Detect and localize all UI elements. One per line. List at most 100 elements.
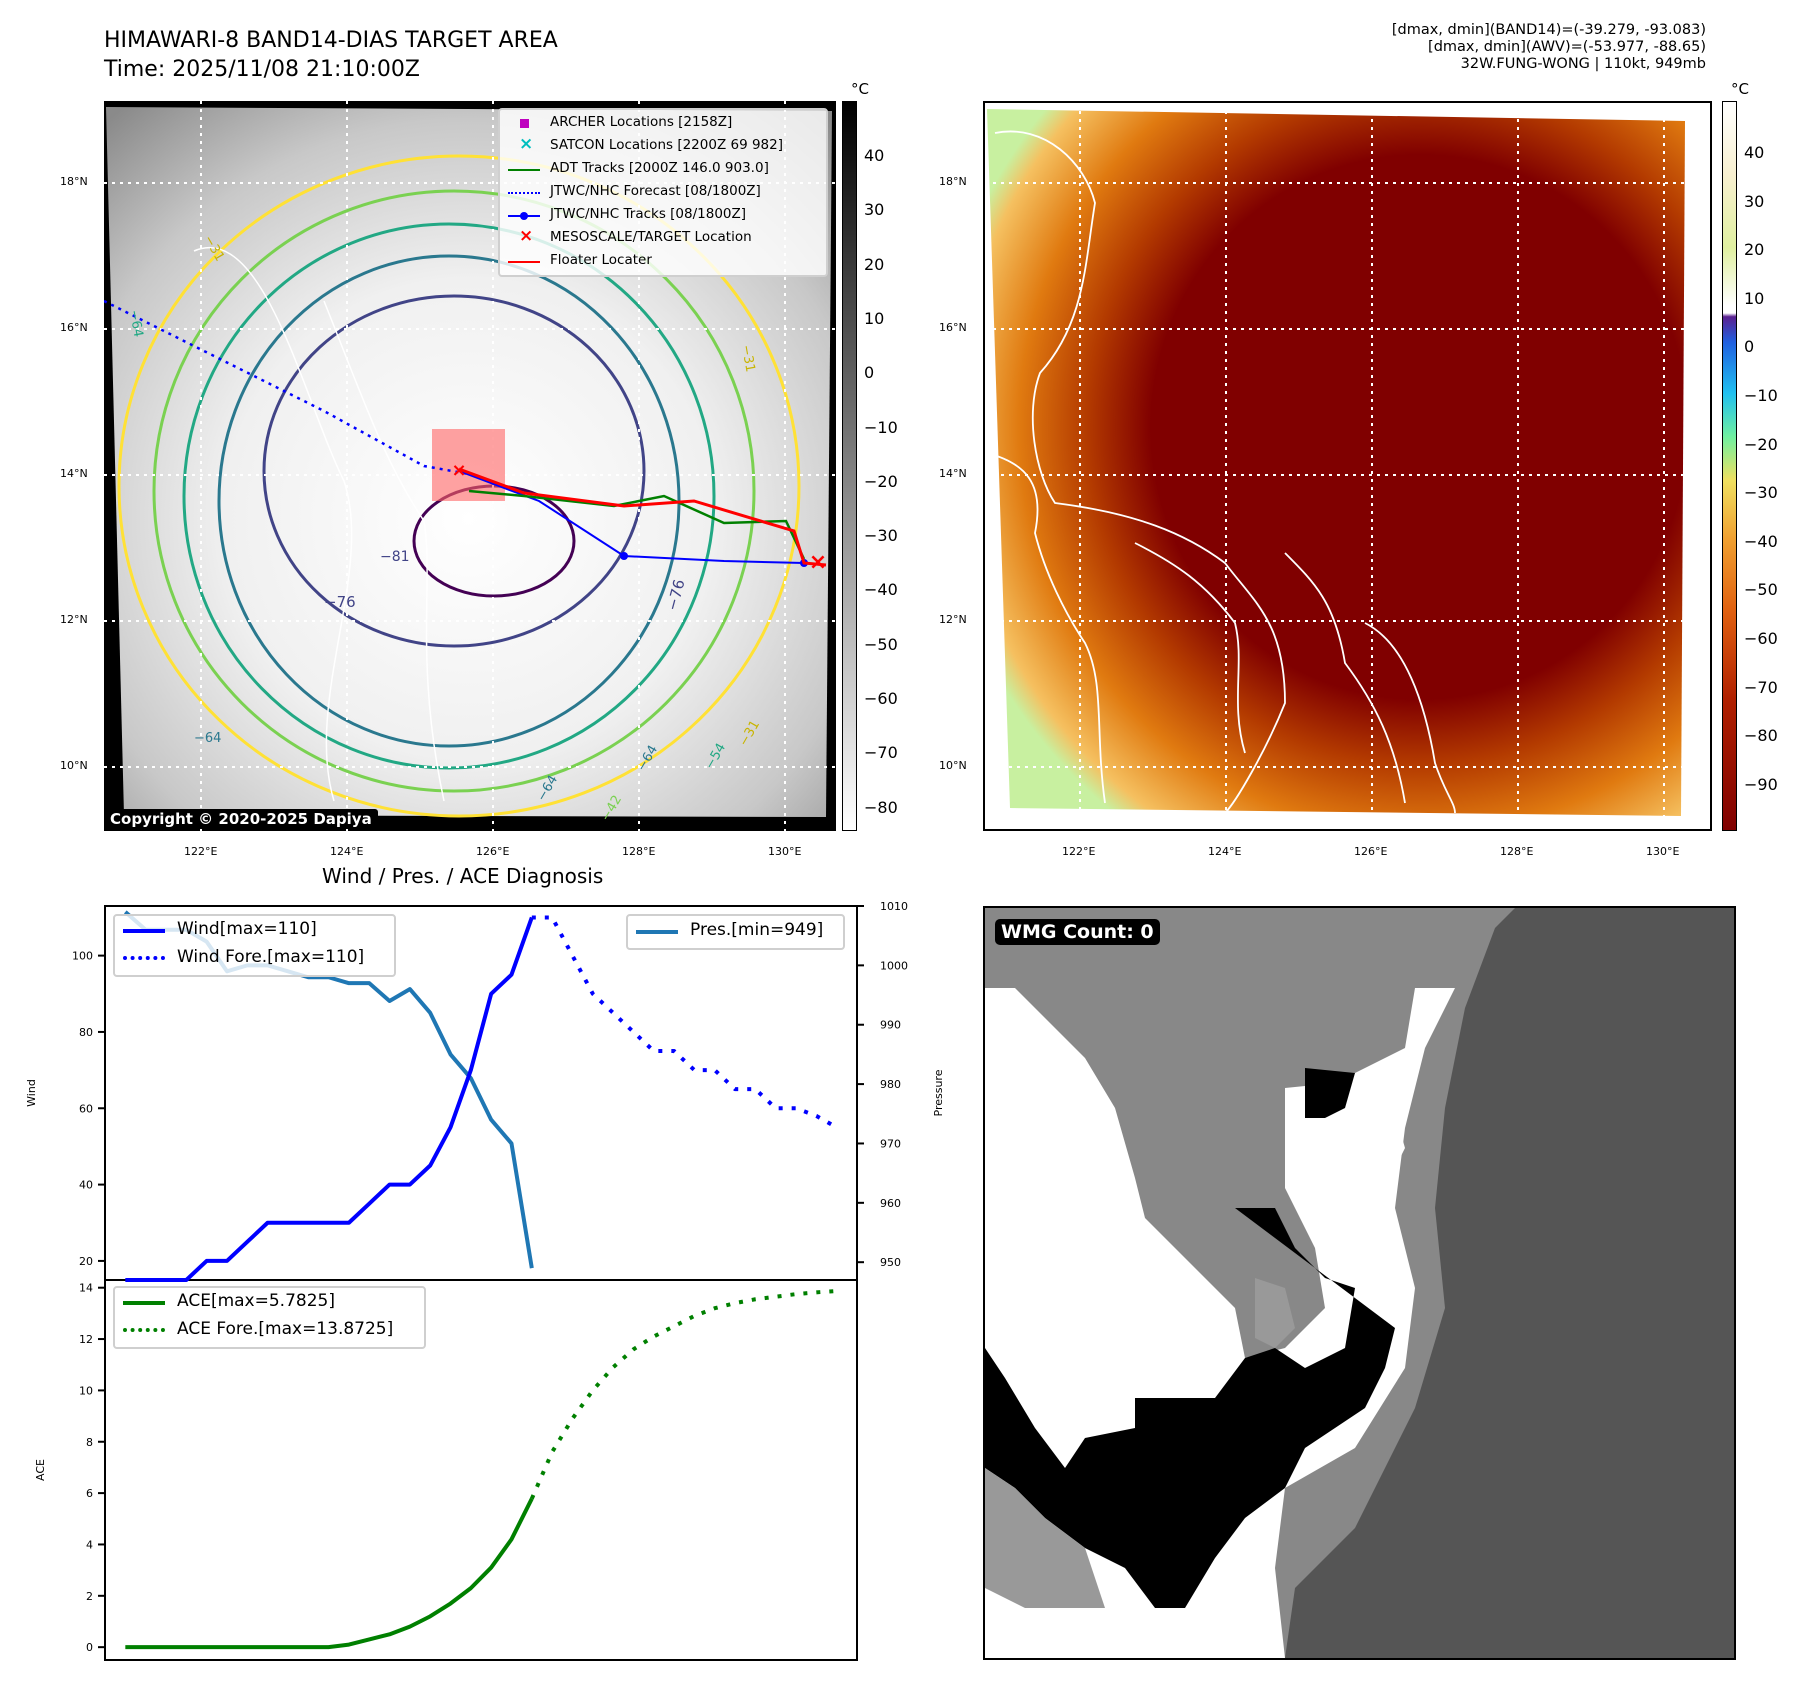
- colorbar-tick: −70: [864, 743, 898, 763]
- lon-tick: 126°E: [476, 845, 510, 858]
- lat-tick: 18°N: [60, 175, 88, 188]
- colorbar-tick: −30: [864, 526, 898, 546]
- ir-map-panel: × × −31 −31 −64 −64 −64 −54 −42 −76 −76 …: [103, 101, 836, 831]
- awv-gridlines: [985, 103, 1710, 829]
- ace-y-tick-label: 8: [86, 1436, 93, 1449]
- lon-tick: 130°E: [768, 845, 802, 858]
- lat-tick: 18°N: [939, 175, 967, 188]
- solid-line-icon: [636, 930, 678, 934]
- pressure-y-tick-label: 990: [880, 1019, 901, 1032]
- lat-tick: 10°N: [60, 759, 88, 772]
- legend-item-jtwc-forecast: JTWC/NHC Forecast [08/1800Z]: [506, 183, 826, 203]
- square-marker-icon: [520, 119, 529, 128]
- coastline: [323, 300, 445, 802]
- solid-line-icon: [508, 169, 540, 171]
- legend-label-pressure: Pres.[min=949]: [690, 920, 824, 940]
- ace-y-tick-label: 4: [86, 1538, 93, 1551]
- lon-tick: 128°E: [622, 845, 656, 858]
- legend-item-adt: ADT Tracks [2000Z 146.0 903.0]: [506, 160, 826, 180]
- pressure-y-tick-label: 980: [880, 1078, 901, 1091]
- ir-colorbar: [842, 101, 857, 831]
- legend-item-floater: Floater Locater: [506, 252, 826, 272]
- x-marker-icon: ×: [519, 134, 534, 154]
- colorbar-tick: 20: [1744, 240, 1765, 260]
- legend-item-satcon: × SATCON Locations [2200Z 69 982]: [519, 134, 783, 154]
- legend-item-target: × MESOSCALE/TARGET Location: [519, 226, 752, 246]
- pressure-legend: Pres.[min=949]: [626, 914, 845, 950]
- awv-map-panel: [983, 101, 1712, 831]
- colorbar-tick: −60: [1744, 629, 1778, 648]
- wind-y-tick-label: 20: [79, 1255, 93, 1268]
- contour-label: −76: [324, 593, 356, 611]
- pressure-axis-label: Pressure: [932, 1069, 945, 1116]
- colorbar-tick: 0: [864, 363, 875, 383]
- jtwc-track-point: [620, 552, 628, 560]
- ace-legend: ACE[max=5.7825] ACE Fore.[max=13.8725]: [113, 1286, 426, 1349]
- wmg-region-light-gray: [1255, 1278, 1295, 1348]
- colorbar-tick: −80: [1744, 726, 1778, 746]
- colorbar-tick: −10: [864, 417, 898, 437]
- floater-track: [458, 467, 827, 567]
- coastline: [193, 247, 353, 802]
- legend-label-ace: ACE[max=5.7825]: [177, 1291, 335, 1311]
- contour-ring: [117, 154, 801, 818]
- legend-label-wind: Wind[max=110]: [177, 919, 317, 939]
- lat-tick: 10°N: [939, 759, 967, 772]
- ir-colorbar-unit: °C: [851, 80, 869, 98]
- ace-axes-frame: [104, 1279, 858, 1661]
- colorbar-tick: −20: [864, 471, 898, 491]
- dotted-line-icon: [123, 956, 165, 960]
- copyright-badge: Copyright © 2020-2025 Dapiya: [104, 809, 378, 829]
- wind-y-tick-label: 100: [72, 950, 93, 963]
- legend-label-ace-forecast: ACE Fore.[max=13.8725]: [177, 1319, 394, 1339]
- wmg-count-badge: WMG Count: 0: [995, 919, 1160, 945]
- adt-track: [468, 489, 806, 560]
- colorbar-tick: −50: [864, 634, 898, 654]
- colorbar-tick: 10: [1744, 288, 1765, 308]
- lat-tick: 12°N: [60, 613, 88, 626]
- colorbar-tick: −30: [1744, 483, 1778, 503]
- colorbar-tick: −40: [1744, 531, 1778, 551]
- ace-y-tick-label: 0: [86, 1641, 93, 1654]
- ace-y-tick-label: 14: [79, 1282, 93, 1295]
- contour-ring: [152, 189, 756, 793]
- wind-y-tick-label: 80: [79, 1026, 93, 1039]
- diagnosis-title: Wind / Pres. / ACE Diagnosis: [322, 864, 604, 888]
- contour-label: −81: [380, 549, 410, 565]
- ir-map-legend: ARCHER Locations [2158Z] × SATCON Locati…: [498, 108, 828, 277]
- wind-forecast-line: [531, 915, 838, 1130]
- figure-title: HIMAWARI-8 BAND14-DIAS TARGET AREA: [104, 28, 558, 53]
- lon-tick: 128°E: [1500, 845, 1534, 858]
- figure-time: Time: 2025/11/08 21:10:00Z: [104, 57, 420, 82]
- awv-map-image: [985, 103, 1710, 829]
- target-x-marker: ×: [451, 460, 466, 481]
- wmg-image: [985, 908, 1734, 1658]
- pressure-y-tick-label: 1000: [880, 959, 908, 972]
- lat-tick: 14°N: [939, 467, 967, 480]
- wmg-region-gray: [985, 908, 1455, 1358]
- jtwc-forecast-track: [103, 299, 470, 476]
- ace-forecast-line: [529, 1288, 837, 1500]
- colorbar-tick: 20: [864, 254, 885, 274]
- ace-line: [125, 1497, 534, 1650]
- wind-y-tick-label: 60: [79, 1102, 93, 1115]
- lon-tick: 122°E: [184, 845, 218, 858]
- contour-label: −64: [194, 731, 222, 746]
- lon-tick: 124°E: [1208, 845, 1242, 858]
- awv-colorbar: [1722, 101, 1737, 831]
- colorbar-tick: −40: [864, 580, 898, 600]
- solid-line-icon: [123, 929, 165, 933]
- lon-tick: 130°E: [1646, 845, 1680, 858]
- target-box: [432, 429, 505, 501]
- lat-tick: 14°N: [60, 467, 88, 480]
- legend-item-jtwc-tracks: JTWC/NHC Tracks [08/1800Z]: [506, 206, 826, 226]
- colorbar-tick: −80: [864, 797, 898, 817]
- diagnosis-chart: 1008060402010101000990980970960950141210…: [25, 900, 945, 1661]
- lat-tick: 16°N: [60, 321, 88, 334]
- colorbar-tick: 0: [1744, 337, 1755, 357]
- awv-colorbar-unit: °C: [1731, 80, 1749, 98]
- info-line-awv: [dmax, dmin](AWV)=(-53.977, -88.65): [1428, 39, 1706, 55]
- pressure-y-tick-label: 960: [880, 1197, 901, 1210]
- dotted-line-icon: [508, 192, 540, 194]
- dotted-line-icon: [123, 1328, 165, 1332]
